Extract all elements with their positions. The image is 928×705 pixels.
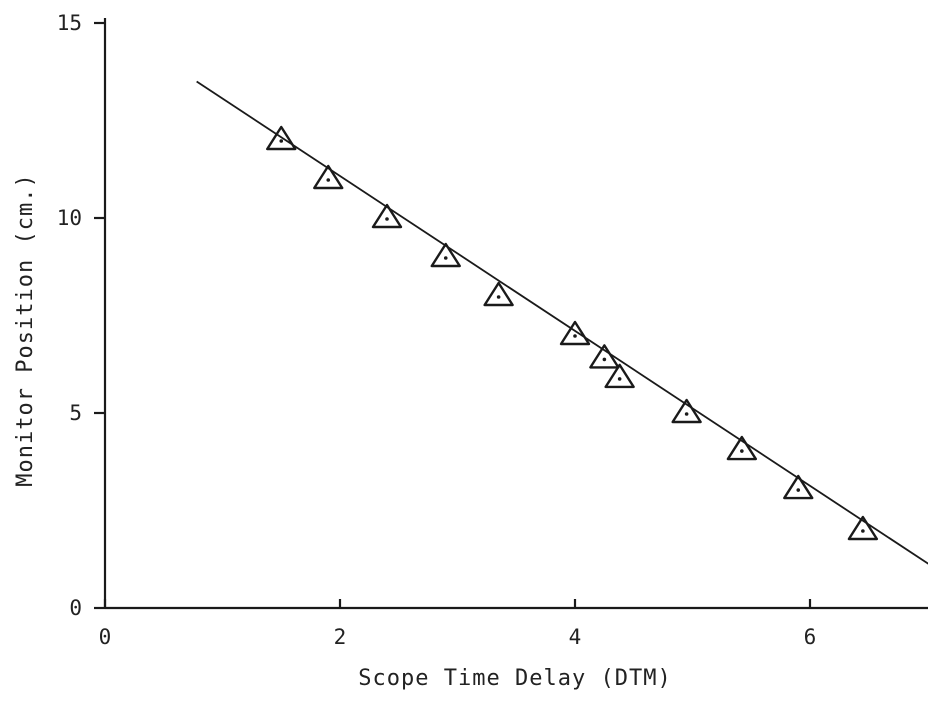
marker-dot (684, 412, 689, 416)
y-tick-label: 5 (69, 401, 82, 425)
marker-dot (617, 377, 622, 381)
fit-line (196, 80, 928, 565)
data-points (266, 125, 879, 541)
triangle-marker (726, 435, 758, 461)
triangle-marker (483, 281, 514, 307)
marker-dot (602, 357, 607, 362)
data-point (783, 474, 814, 500)
data-point (483, 281, 514, 307)
triangle-marker (847, 515, 879, 541)
data-point (371, 203, 403, 229)
data-point (589, 344, 620, 369)
triangle-marker (671, 398, 702, 424)
marker-dot (279, 139, 284, 143)
x-tick-label: 2 (334, 625, 347, 649)
data-point (559, 320, 591, 346)
marker-dot (443, 256, 448, 260)
triangle-marker (371, 203, 403, 229)
triangle-marker (783, 474, 814, 500)
marker-dot (573, 334, 577, 338)
data-point (726, 435, 758, 461)
x-axis-title: Scope Time Delay (DTM) (358, 666, 671, 691)
data-point (604, 363, 635, 389)
marker-dot (740, 449, 744, 453)
triangle-marker (266, 125, 297, 151)
y-tick-label: 0 (69, 596, 82, 620)
marker-dot (496, 295, 501, 299)
triangle-marker (430, 242, 461, 268)
triangle-marker (604, 363, 635, 389)
marker-dot (796, 488, 801, 492)
x-tick-label: 4 (569, 625, 582, 649)
axes (103, 18, 928, 610)
marker-dot (385, 217, 389, 221)
y-axis-title: Monitor Position (cm.) (13, 173, 38, 486)
y-tick-label: 15 (57, 11, 82, 35)
triangle-marker (589, 344, 620, 369)
x-tick-label: 0 (99, 625, 112, 649)
data-point (847, 515, 879, 541)
data-point (430, 242, 461, 268)
triangle-marker (313, 164, 344, 190)
ticks: 0 2 4 6 0 5 10 15 (57, 11, 817, 649)
triangle-marker (559, 320, 591, 346)
data-point (313, 164, 344, 190)
x-tick-label: 6 (804, 625, 817, 649)
data-point (671, 398, 702, 424)
fit-line-group (196, 80, 928, 565)
marker-dot (326, 178, 331, 182)
y-tick-label: 10 (57, 206, 82, 230)
data-point (266, 125, 297, 151)
marker-dot (861, 529, 865, 533)
